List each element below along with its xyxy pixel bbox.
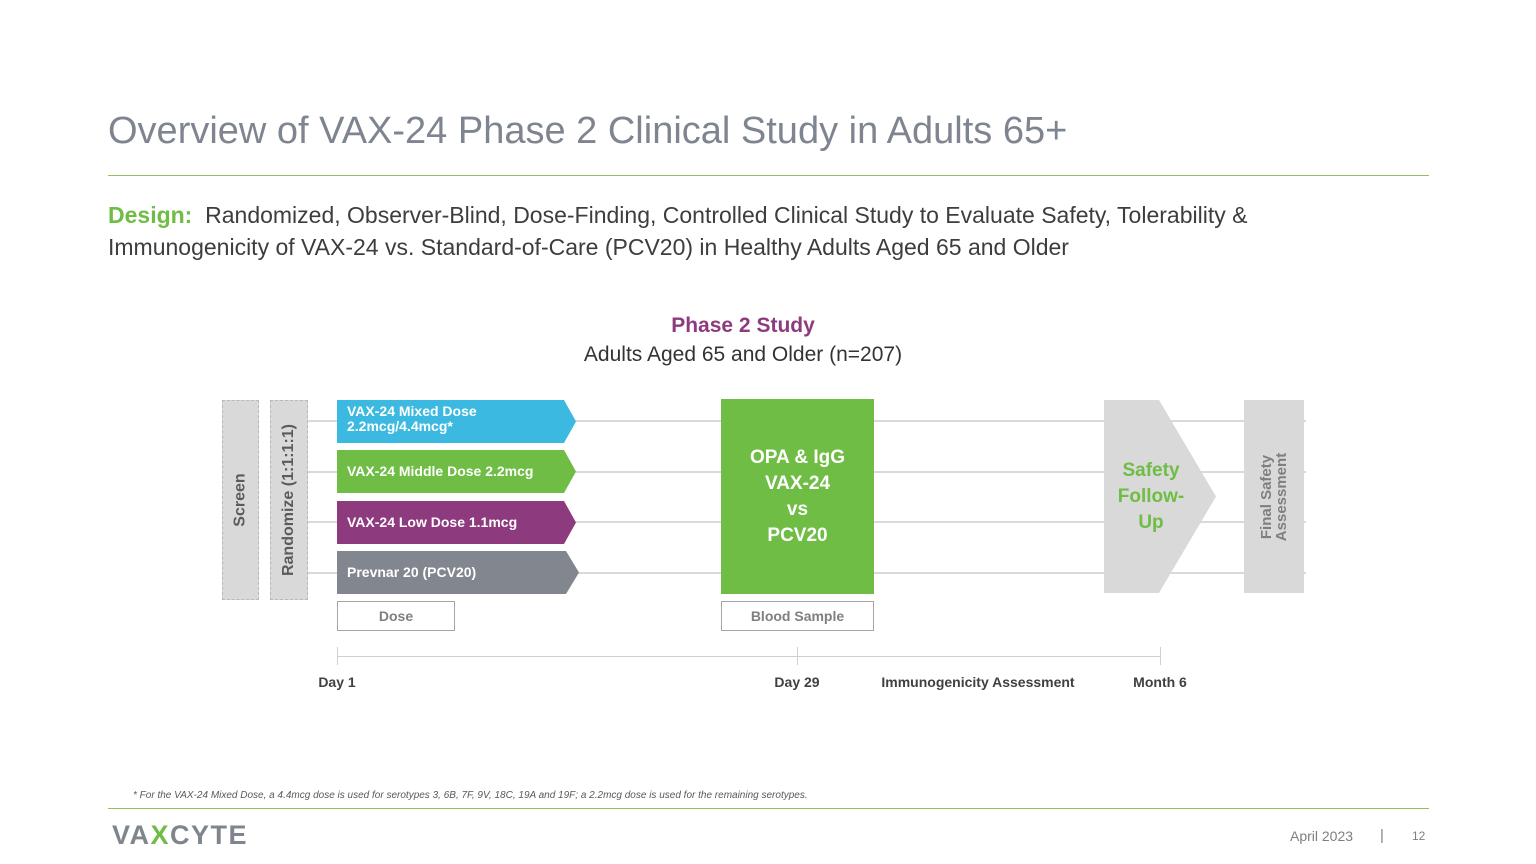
footer-divider <box>108 808 1429 809</box>
arm-mixed-dose: VAX-24 Mixed Dose 2.2mcg/4.4mcg* <box>337 400 576 443</box>
timeline-tick <box>797 647 798 665</box>
randomize-box: Randomize (1:1:1:1) <box>270 400 308 600</box>
timeline-tick <box>337 647 338 665</box>
arm-prevnar-label: Prevnar 20 (PCV20) <box>347 564 477 580</box>
safety-line: Safety <box>1122 460 1180 481</box>
design-paragraph: Design: Randomized, Observer-Blind, Dose… <box>108 199 1408 263</box>
timeline-immunogenicity: Immunogenicity Assessment <box>881 674 1075 690</box>
footer-date: April 2023 <box>1290 828 1354 844</box>
arm-middle-dose: VAX-24 Middle Dose 2.2mcg <box>337 450 576 493</box>
design-description: Randomized, Observer-Blind, Dose-Finding… <box>108 202 1248 260</box>
arm-mixed-dose-label: VAX-24 Mixed Dose <box>347 403 477 419</box>
blood-box-line: PCV20 <box>767 524 828 546</box>
arm-mixed-dose-sublabel: 2.2mcg/4.4mcg* <box>347 418 453 434</box>
arm-middle-dose-label: VAX-24 Middle Dose 2.2mcg <box>347 463 534 479</box>
arm-prevnar: Prevnar 20 (PCV20) <box>337 551 579 594</box>
screen-box: Screen <box>222 400 259 600</box>
randomize-label: Randomize (1:1:1:1) <box>280 423 297 577</box>
safety-line: Follow- <box>1117 486 1185 507</box>
arm-low-dose-label: VAX-24 Low Dose 1.1mcg <box>347 514 518 530</box>
blood-box-line: VAX-24 <box>764 472 831 494</box>
screen-label: Screen <box>231 473 249 527</box>
blood-sample-box: OPA & IgG VAX-24 vs PCV20 <box>721 399 874 594</box>
safety-line: Up <box>1138 512 1164 533</box>
title-divider <box>108 175 1429 176</box>
timeline-tick <box>1160 647 1161 665</box>
page-number: 12 <box>1412 829 1426 843</box>
timeline-axis <box>337 656 1161 657</box>
blood-box-line: OPA & IgG <box>750 446 845 468</box>
final-safety-line: Assessment <box>1273 452 1291 541</box>
logo-x-mark: X <box>150 820 171 850</box>
timeline-day29: Day 29 <box>774 674 820 690</box>
arm-low-dose: VAX-24 Low Dose 1.1mcg <box>337 501 576 544</box>
final-safety-box: Final Safety Assessment <box>1244 400 1304 593</box>
study-title: Phase 2 Study <box>671 314 815 337</box>
timeline-day1: Day 1 <box>318 674 356 690</box>
study-subtitle: Adults Aged 65 and Older (n=207) <box>583 343 903 366</box>
slide-title: Overview of VAX-24 Phase 2 Clinical Stud… <box>108 110 1068 152</box>
final-safety-line: Final Safety <box>1258 454 1276 539</box>
footer-separator: | <box>1380 827 1384 844</box>
safety-follow-up-label: Safety Follow- Up <box>1104 458 1198 536</box>
blood-box-line: vs <box>786 498 809 520</box>
vaxcyte-logo: VAXCYTE <box>112 820 248 851</box>
logo-text: VA <box>112 820 151 850</box>
timeline-month6: Month 6 <box>1133 674 1187 690</box>
dose-label-box: Dose <box>337 601 455 631</box>
logo-text: CYTE <box>170 820 249 850</box>
design-label: Design: <box>108 202 193 228</box>
blood-sample-label-box: Blood Sample <box>721 601 874 631</box>
footnote: * For the VAX-24 Mixed Dose, a 4.4mcg do… <box>133 790 808 801</box>
